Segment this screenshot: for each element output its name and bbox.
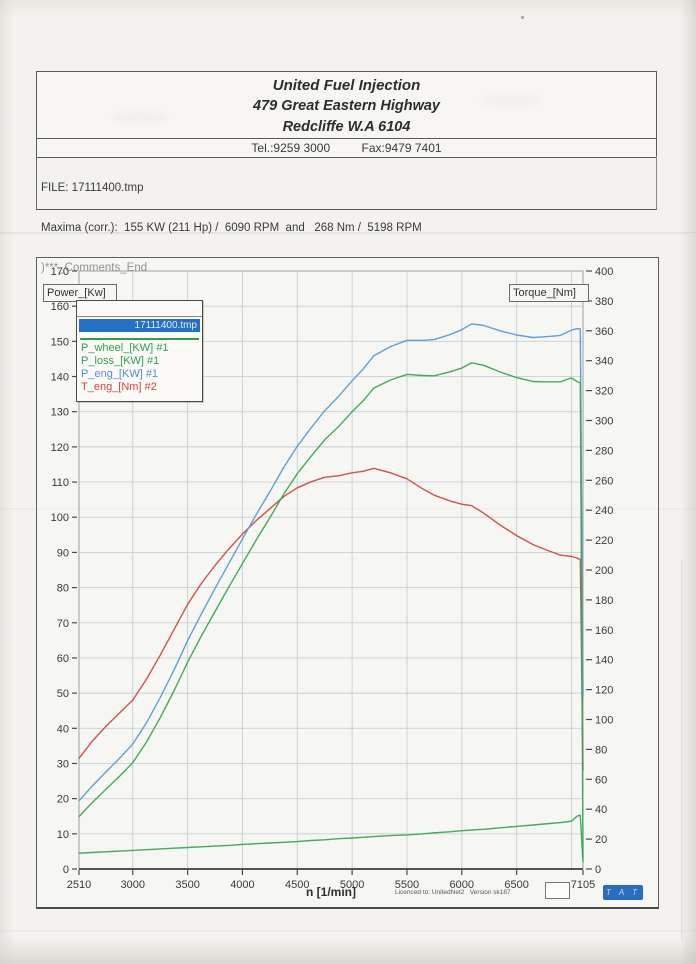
tick-label: 6500 bbox=[504, 879, 528, 891]
company-street: 479 Great Eastern Highway bbox=[253, 98, 440, 114]
tick-label: 400 bbox=[595, 266, 613, 278]
tick-label: 100 bbox=[51, 512, 69, 524]
tick-label: 2510 bbox=[67, 879, 91, 891]
legend-item: P_eng_[KW] #1 bbox=[81, 368, 159, 380]
tick-label: 0 bbox=[595, 864, 601, 876]
right-axis-title: Torque_[Nm] bbox=[509, 284, 589, 302]
tick-label: 200 bbox=[595, 565, 613, 577]
tick-label: 7105 bbox=[571, 879, 595, 891]
tick-label: 20 bbox=[57, 794, 69, 806]
legend-item: P_loss_[KW] #1 bbox=[81, 355, 160, 367]
legend-window: 17111400.tmp P_wheel_[KW] #1 P_loss_[KW] … bbox=[76, 300, 203, 402]
tick-label: 110 bbox=[51, 477, 69, 489]
tick-label: 6000 bbox=[450, 879, 474, 891]
paper-crease bbox=[681, 560, 683, 940]
tick-label: 280 bbox=[595, 445, 613, 457]
file-name-line: FILE: 17111400.tmp bbox=[41, 182, 144, 194]
tick-label: 120 bbox=[51, 442, 69, 454]
tick-label: 100 bbox=[595, 715, 613, 727]
tick-label: 60 bbox=[595, 774, 607, 786]
mini-tab bbox=[545, 882, 570, 899]
tick-label: 180 bbox=[595, 595, 613, 607]
tick-label: 30 bbox=[57, 758, 69, 770]
tick-label: 130 bbox=[51, 407, 69, 419]
licence-text: Licenced to: UnitedNet2 Version sk187 bbox=[395, 889, 511, 896]
tick-label: 80 bbox=[595, 744, 607, 756]
tick-label: 70 bbox=[57, 618, 69, 630]
curve-t-eng-nm-2 bbox=[78, 467, 584, 771]
tick-label: 320 bbox=[595, 386, 613, 398]
tick-label: 90 bbox=[57, 547, 69, 559]
tat-badge: T A T bbox=[603, 885, 643, 900]
tick-label: 80 bbox=[57, 583, 69, 595]
legend-titlebar: 17111400.tmp bbox=[79, 319, 200, 332]
curve-p-loss-kw-1 bbox=[78, 814, 584, 863]
legend-items: P_wheel_[KW] #1 P_loss_[KW] #1 P_eng_[KW] … bbox=[77, 342, 202, 394]
tick-label: 360 bbox=[595, 326, 613, 338]
header-box: United Fuel Injection 479 Great Eastern … bbox=[36, 71, 657, 158]
tick-label: 150 bbox=[51, 336, 69, 348]
tick-label: 50 bbox=[57, 688, 69, 700]
tick-label: 340 bbox=[595, 356, 613, 368]
fax: Fax:9479 7401 bbox=[361, 141, 442, 155]
tick-label: 220 bbox=[595, 535, 613, 547]
contact-row: Tel.:9259 3000 Fax:9479 7401 bbox=[37, 138, 656, 157]
curve-p-wheel-kw-1 bbox=[78, 362, 584, 860]
tick-label: 4000 bbox=[230, 879, 254, 891]
legend-item: P_wheel_[KW] #1 bbox=[81, 342, 169, 354]
tick-label: 60 bbox=[57, 653, 69, 665]
tick-label: 260 bbox=[595, 475, 613, 487]
tick-label: 140 bbox=[595, 655, 613, 667]
legend-top-strip bbox=[77, 301, 202, 317]
left-axis-title: Power_[Kw] bbox=[43, 284, 117, 302]
tick-label: 160 bbox=[595, 625, 613, 637]
tick-label: 10 bbox=[57, 829, 69, 841]
legend-item: T_eng_[Nm] #2 bbox=[81, 381, 157, 393]
plot-canvas: 0 10 20 30 40 50 60 70 80 90 100 110 120 130 140 150 160… bbox=[51, 266, 614, 891]
curve-p-eng-kw-1 bbox=[78, 323, 584, 802]
x-axis-title: n [1/min] bbox=[306, 885, 356, 899]
maxima-line: Maxima (corr.): 155 KW (211 Hp) / 6090 R… bbox=[41, 222, 422, 234]
tick-label: 40 bbox=[57, 723, 69, 735]
tick-label: 140 bbox=[51, 372, 69, 384]
scan-speck bbox=[521, 16, 524, 19]
company-name: United Fuel Injection bbox=[272, 77, 421, 94]
tick-label: 300 bbox=[595, 416, 613, 428]
tick-label: 160 bbox=[51, 301, 69, 313]
tick-label: 0 bbox=[63, 864, 69, 876]
tick-label: 40 bbox=[595, 804, 607, 816]
tick-label: 4500 bbox=[285, 879, 309, 891]
tick-label: 380 bbox=[595, 296, 613, 308]
paper-crease bbox=[0, 930, 696, 932]
company-address: United Fuel Injection 479 Great Eastern … bbox=[37, 75, 656, 138]
tick-label: 170 bbox=[51, 266, 69, 278]
tick-label: 3500 bbox=[175, 879, 199, 891]
legend-separator-line bbox=[80, 338, 199, 340]
dyno-chart: 0 10 20 30 40 50 60 70 80 90 100 110 120 130 140 150 160… bbox=[36, 257, 659, 909]
tick-label: 20 bbox=[595, 834, 607, 846]
telephone: Tel.:9259 3000 bbox=[251, 141, 331, 155]
company-city: Redcliffe W.A 6104 bbox=[282, 119, 411, 135]
tick-label: 3000 bbox=[121, 879, 145, 891]
file-info-box: FILE: 17111400.tmp Maxima (corr.): 155 K… bbox=[36, 156, 657, 274]
tick-label: 5500 bbox=[395, 879, 419, 891]
tick-label: 120 bbox=[595, 685, 613, 697]
tick-label: 240 bbox=[595, 505, 613, 517]
tick-label: 5000 bbox=[340, 879, 364, 891]
